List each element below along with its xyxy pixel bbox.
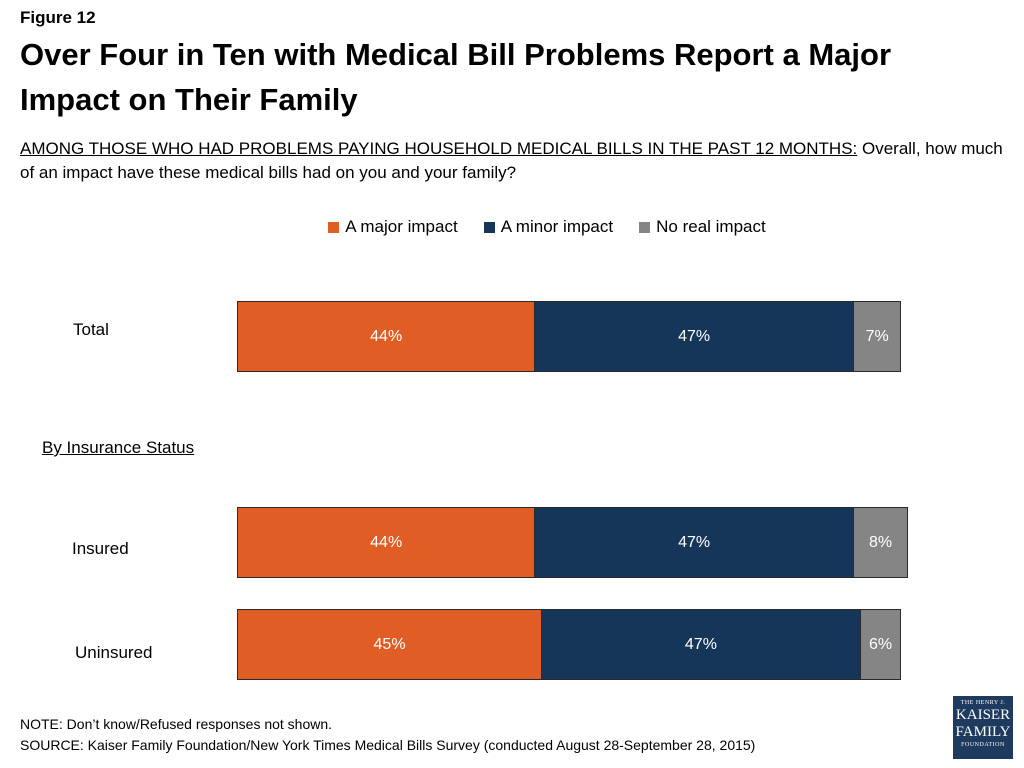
legend-item-major: A major impact — [328, 217, 458, 237]
row-label-total: Total — [73, 320, 109, 339]
data-label: 6% — [869, 635, 893, 653]
bar-segment-none: 7% — [853, 301, 902, 372]
legend-item-minor: A minor impact — [483, 217, 614, 237]
bar-segment-minor: 47% — [535, 507, 854, 578]
data-label: 7% — [865, 327, 889, 345]
chart-title: Over Four in Ten with Medical Bill Probl… — [20, 37, 892, 117]
bar-segment-minor: 47% — [542, 609, 861, 680]
section-label: By Insurance Status — [42, 438, 195, 457]
legend-swatch-minor — [483, 221, 495, 233]
logo-line4: FOUNDATION — [961, 742, 1005, 748]
kff-logo: THE HENRY J. KAISER FAMILY FOUNDATION — [953, 696, 1013, 759]
data-label: 45% — [373, 635, 406, 653]
bar-segment-minor: 47% — [535, 301, 854, 372]
survey-question: AMONG THOSE WHO HAD PROBLEMS PAYING HOUS… — [20, 137, 1010, 185]
bar-insured: 44% 47% 8% — [237, 507, 909, 578]
data-label: 44% — [370, 327, 403, 345]
bar-uninsured: 45% 47% 6% — [237, 609, 902, 680]
bar-segment-major: 44% — [237, 507, 536, 578]
bar-segment-major: 45% — [237, 609, 543, 680]
bar-segment-none: 8% — [853, 507, 909, 578]
row-label-uninsured: Uninsured — [75, 643, 153, 662]
bar-total: 44% 47% 7% — [237, 301, 902, 372]
data-label: 47% — [678, 327, 711, 345]
legend-swatch-none — [639, 221, 651, 233]
figure-label: Figure 12 — [20, 8, 96, 27]
legend: A major impact A minor impact No real im… — [0, 217, 1024, 237]
legend-label-minor: A minor impact — [500, 217, 614, 236]
bar-segment-major: 44% — [237, 301, 536, 372]
data-label: 47% — [684, 635, 717, 653]
logo-line3: FAMILY — [955, 724, 1011, 740]
logo-line1: THE HENRY J. — [960, 700, 1006, 706]
data-label: 44% — [370, 533, 403, 551]
legend-label-none: No real impact — [656, 217, 766, 236]
source: SOURCE: Kaiser Family Foundation/New Yor… — [20, 737, 756, 753]
bar-segment-none: 6% — [860, 609, 902, 680]
logo-line2: KAISER — [955, 707, 1011, 723]
legend-swatch-major — [328, 221, 340, 233]
row-label-insured: Insured — [72, 539, 129, 558]
question-prefix: AMONG THOSE WHO HAD PROBLEMS PAYING HOUS… — [20, 139, 858, 158]
data-label: 8% — [869, 533, 893, 551]
question-text: Overall, how much of an impact have thes… — [20, 139, 1003, 182]
note: NOTE: Don’t know/Refused responses not s… — [20, 716, 333, 732]
legend-item-none: No real impact — [639, 217, 766, 237]
legend-label-major: A major impact — [345, 217, 458, 236]
data-label: 47% — [678, 533, 711, 551]
